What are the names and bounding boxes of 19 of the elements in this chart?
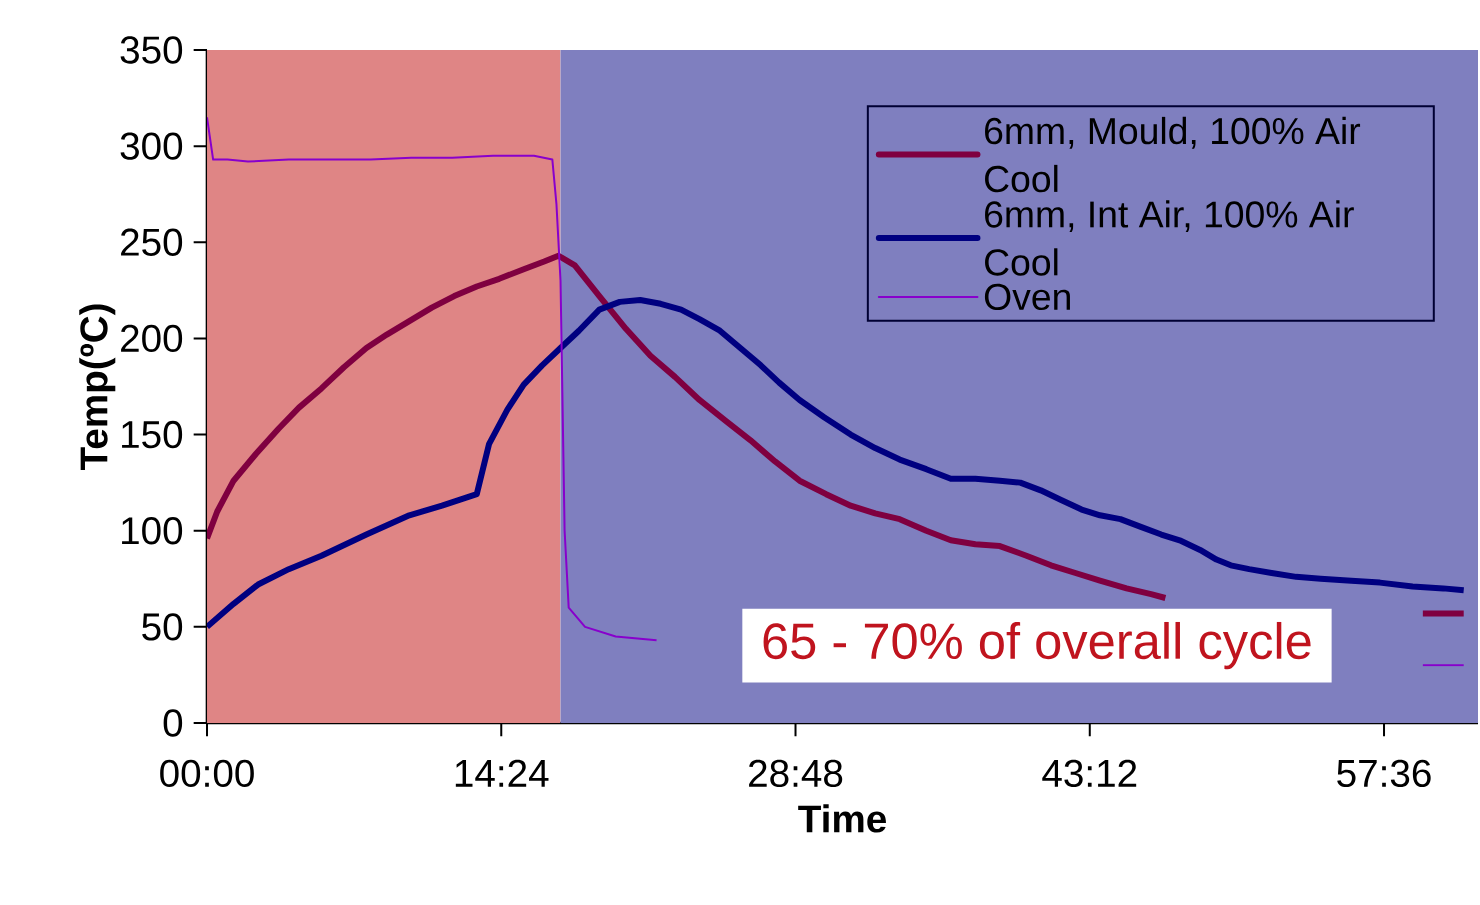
y-tick-label: 300	[120, 132, 183, 160]
y-tick-label: 150	[122, 420, 183, 449]
x-tick-label: 43:12	[1042, 759, 1137, 788]
legend-label: 6mm, Mould, 100% Air Cool	[985, 116, 1361, 193]
legend-label: 6mm, Int Air, 100% Air Cool	[985, 200, 1354, 276]
y-tick-label: 250	[121, 228, 183, 256]
x-tick-label: 00:00	[160, 759, 254, 788]
annotation: 65 - 70% of overall cycle	[763, 621, 1311, 670]
y-tick-label: 100	[122, 517, 183, 545]
x-axis-title: Time	[798, 804, 886, 833]
legend-label: Oven	[984, 283, 1070, 311]
y-tick-label: 0	[163, 709, 183, 737]
y-tick-label: 350	[120, 36, 183, 64]
x-tick-label: 57:36	[1337, 759, 1431, 788]
x-tick-label: 28:48	[749, 759, 843, 788]
y-tick-label: 200	[121, 324, 183, 353]
x-tick-label: 14:24	[455, 759, 549, 787]
y-axis-title: Temp(ºC)	[79, 304, 116, 471]
y-tick-label: 50	[142, 613, 183, 641]
